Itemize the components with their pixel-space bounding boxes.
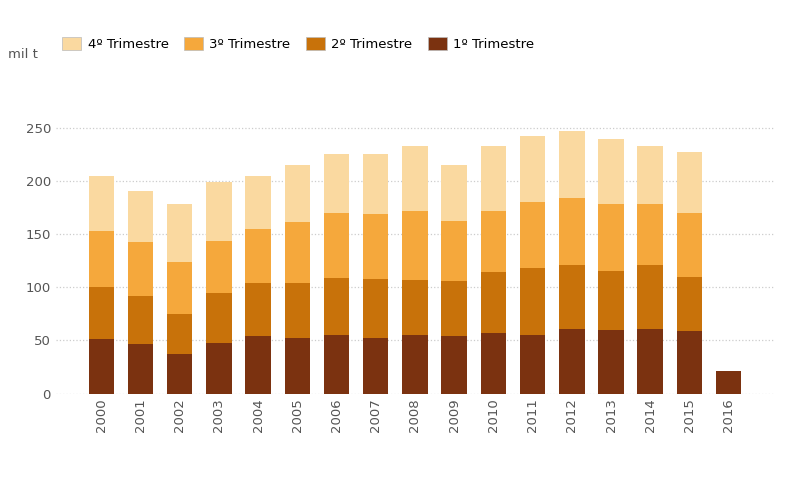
Bar <box>519 136 545 202</box>
Bar <box>598 271 624 330</box>
Bar <box>285 338 310 394</box>
Text: mil t: mil t <box>8 48 38 61</box>
Bar <box>519 335 545 394</box>
Bar <box>402 280 428 335</box>
Bar <box>128 241 153 296</box>
Bar <box>480 333 506 394</box>
Bar <box>245 176 271 229</box>
Bar <box>167 204 192 262</box>
Bar <box>89 339 114 394</box>
Bar <box>441 221 467 281</box>
Bar <box>324 335 350 394</box>
Bar <box>519 202 545 268</box>
Bar <box>638 146 663 204</box>
Bar <box>89 176 114 231</box>
Bar <box>285 223 310 283</box>
Bar <box>245 283 271 336</box>
Bar <box>402 335 428 394</box>
Bar <box>245 229 271 283</box>
Bar <box>480 273 506 333</box>
Bar <box>677 213 702 276</box>
Bar <box>363 338 389 394</box>
Bar <box>677 331 702 394</box>
Bar <box>363 279 389 338</box>
Bar <box>128 191 153 241</box>
Bar <box>128 344 153 394</box>
Bar <box>167 354 192 394</box>
Bar <box>245 336 271 394</box>
Bar <box>519 268 545 335</box>
Bar <box>206 240 231 293</box>
Bar <box>559 265 585 329</box>
Bar <box>441 165 467 221</box>
Bar <box>441 281 467 336</box>
Bar <box>677 276 702 331</box>
Bar <box>598 330 624 394</box>
Bar <box>559 131 585 198</box>
Bar <box>559 198 585 265</box>
Bar <box>206 343 231 394</box>
Bar <box>89 231 114 288</box>
Bar <box>638 204 663 265</box>
Bar <box>716 372 741 394</box>
Bar <box>324 213 350 278</box>
Bar <box>206 293 231 343</box>
Bar <box>363 214 389 279</box>
Bar <box>559 329 585 394</box>
Bar <box>441 336 467 394</box>
Bar <box>402 211 428 280</box>
Bar <box>167 262 192 314</box>
Bar <box>638 329 663 394</box>
Bar <box>598 139 624 204</box>
Bar <box>128 296 153 344</box>
Legend: 4º Trimestre, 3º Trimestre, 2º Trimestre, 1º Trimestre: 4º Trimestre, 3º Trimestre, 2º Trimestre… <box>62 37 535 51</box>
Bar <box>480 146 506 211</box>
Bar <box>167 314 192 354</box>
Bar <box>363 155 389 214</box>
Bar <box>677 152 702 213</box>
Bar <box>480 211 506 273</box>
Bar <box>324 278 350 335</box>
Bar <box>324 155 350 213</box>
Bar <box>638 265 663 329</box>
Bar <box>402 146 428 211</box>
Bar <box>89 288 114 339</box>
Bar <box>206 182 231 240</box>
Bar <box>285 283 310 338</box>
Bar <box>598 204 624 271</box>
Bar <box>285 165 310 223</box>
